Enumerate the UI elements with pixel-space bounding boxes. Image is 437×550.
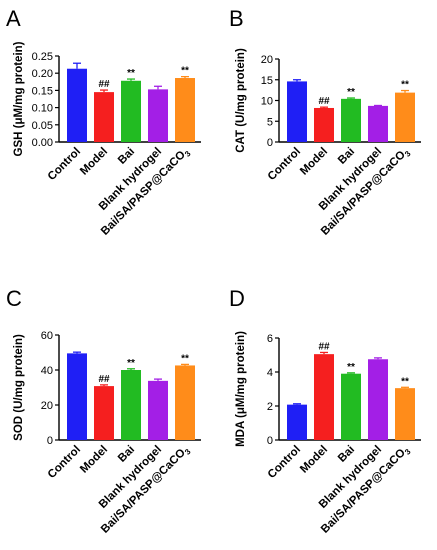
- y-tick-label: 6: [267, 333, 273, 345]
- bar-control: [67, 353, 87, 440]
- y-tick-label: 0.20: [32, 68, 53, 80]
- category-label: Bai: [116, 146, 137, 167]
- panel-a: A GSH (μM/mg protein) 0.00 0.05 0.10 0.15 0.20…: [6, 6, 201, 239]
- y-tick-label: 0: [267, 435, 273, 447]
- significance-marker: **: [401, 376, 409, 387]
- bar-model: [314, 354, 334, 440]
- y-tick-label: 0: [47, 435, 53, 447]
- y-tick-label: 40: [41, 365, 53, 377]
- category-label: Bai: [336, 444, 357, 465]
- category-label: Control: [46, 444, 83, 481]
- bar-blank-hydrogel: [368, 359, 388, 440]
- significance-marker: ##: [98, 79, 110, 90]
- significance-marker: ##: [98, 374, 110, 385]
- y-axis-label: MDA (μM/mg protein): [235, 331, 247, 447]
- bar-blank-hydrogel: [148, 380, 168, 440]
- category-label: Model: [298, 444, 330, 476]
- significance-marker: **: [127, 68, 135, 79]
- y-tick-label: 4: [267, 367, 273, 379]
- y-tick-label: 60: [41, 330, 53, 342]
- category-label: Bai: [116, 444, 137, 465]
- bar-model: [314, 107, 334, 142]
- bar-control: [287, 81, 307, 142]
- y-tick-label: 2: [267, 401, 273, 413]
- y-tick-label: 0.05: [32, 120, 53, 132]
- y-tick-label: 15: [261, 75, 273, 87]
- panel-c: C SOD (U/mg protein) 0 20 40 60 Control ## Model…: [6, 286, 201, 537]
- panel-letter: C: [6, 286, 22, 311]
- panel-letter: D: [229, 286, 245, 311]
- y-axis-label: CAT (U/mg protein): [235, 48, 247, 153]
- significance-marker: ##: [318, 96, 330, 107]
- panel-b: B CAT (U/mg protein) 0 5 10 15 20 Control ## Mode…: [229, 6, 421, 239]
- y-tick-label: 0.15: [32, 85, 53, 97]
- significance-marker: **: [347, 362, 355, 373]
- bar-bai: [341, 98, 361, 142]
- y-tick-label: 0.10: [32, 103, 53, 115]
- bar-bai: [341, 373, 361, 440]
- category-label: Model: [78, 146, 110, 178]
- category-label: Control: [266, 146, 303, 183]
- significance-marker: **: [181, 353, 189, 364]
- y-tick-label: 0.00: [32, 137, 53, 149]
- significance-marker: **: [127, 358, 135, 369]
- bar-bai-sa-pasp-caco3: [175, 78, 195, 142]
- bar-bai-sa-pasp-caco3: [395, 388, 415, 440]
- category-label: Model: [298, 146, 330, 178]
- panel-letter: A: [6, 6, 21, 31]
- y-tick-label: 20: [41, 400, 53, 412]
- y-tick-label: 20: [261, 54, 273, 66]
- category-label: Control: [266, 444, 303, 481]
- bar-model: [94, 386, 114, 440]
- y-axis-label: SOD (U/mg protein): [13, 334, 25, 441]
- bar-bai-sa-pasp-caco3: [395, 92, 415, 142]
- y-tick-label: 10: [261, 96, 273, 108]
- bar-bai-sa-pasp-caco3: [175, 365, 195, 440]
- bar-control: [287, 404, 307, 440]
- y-tick-label: 0: [267, 137, 273, 149]
- category-label: Model: [78, 444, 110, 476]
- category-label: Control: [46, 146, 83, 183]
- bar-bai: [121, 370, 141, 440]
- y-axis-label: GSH (μM/mg protein): [13, 41, 25, 156]
- bar-control: [67, 68, 87, 142]
- significance-marker: ##: [318, 341, 330, 352]
- bar-blank-hydrogel: [148, 89, 168, 142]
- panel-d: D MDA (μM/mg protein) 0 2 4 6 Control ## Model **…: [229, 286, 421, 537]
- y-tick-label: 0.25: [32, 51, 53, 63]
- bar-model: [94, 92, 114, 142]
- y-tick-label: 5: [267, 116, 273, 128]
- bar-blank-hydrogel: [368, 105, 388, 142]
- significance-marker: **: [401, 80, 409, 91]
- significance-marker: **: [181, 66, 189, 77]
- bar-bai: [121, 80, 141, 142]
- panel-letter: B: [229, 6, 244, 31]
- category-label: Bai: [336, 146, 357, 167]
- significance-marker: **: [347, 87, 355, 98]
